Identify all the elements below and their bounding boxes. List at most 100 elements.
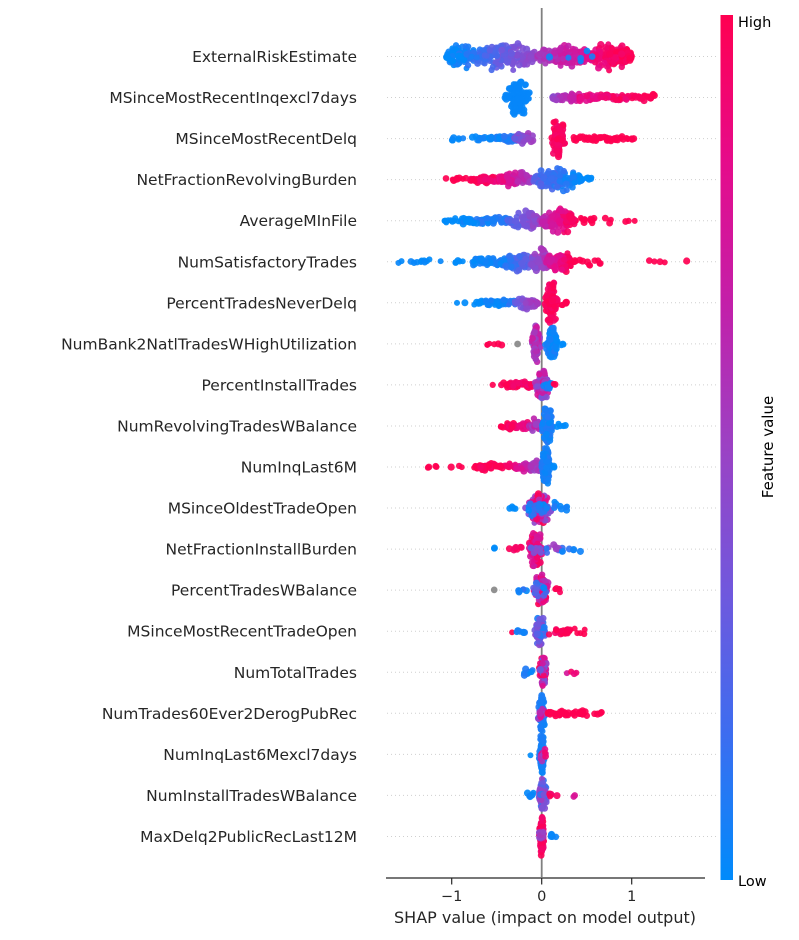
shap-dot [522,665,530,673]
shap-dot [609,45,616,52]
shap-dot [643,93,650,100]
shap-dot [536,709,544,717]
shap-dot [473,54,480,61]
shap-dot [540,828,547,836]
shap-dot [618,133,626,141]
shap-dot [502,95,510,103]
feature-label: NumBank2NatlTradesWHighUtilization [61,335,357,353]
shap-dot [554,228,562,236]
shap-dot [560,341,567,348]
shap-dot [573,669,580,676]
shap-dot [495,134,503,142]
shap-dot [547,175,555,183]
feature-label: NumInstallTradesWBalance [146,787,357,805]
shap-dot [649,90,657,99]
shap-dot [460,135,467,142]
shap-dot [485,462,493,469]
shap-dot [558,266,565,273]
shap-dot [571,258,578,266]
shap-dot [538,840,546,848]
shap-dot [595,257,602,264]
shap-dot [425,463,433,471]
shap-dot [626,55,634,62]
shap-dot [551,49,558,57]
shap-dot [564,228,572,236]
shap-dot [487,297,494,304]
shap-dot [583,47,591,55]
shap-dot [443,219,450,226]
shap-dot [498,341,506,349]
shap-dot [596,134,603,142]
shap-dot [572,48,579,55]
shap-dot [555,217,563,225]
shap-dot [522,299,529,307]
shap-dot [539,420,546,427]
shap-dot [618,63,626,71]
shap-dot [500,296,507,303]
shap-dot [558,548,566,555]
shap-dot [542,753,549,760]
shap-dot [536,666,544,674]
shap-dot [458,464,465,471]
shap-dot [550,119,557,126]
shap-dot [554,165,561,172]
shap-dot [494,297,501,305]
shap-dot [506,85,514,93]
shap-dot [483,214,491,222]
shap-dot [577,95,585,102]
shap-dot [527,544,535,552]
shap-dot [518,260,525,267]
shap-dot [580,216,588,224]
shap-dot [537,732,544,740]
colorbar [720,15,733,880]
shap-dot [543,393,550,401]
shap-dot [551,334,560,343]
shap-dot [571,625,578,632]
shap-dot [539,614,547,622]
shap-dot [556,253,563,259]
shap-dot [542,341,549,348]
shap-dot [549,281,556,288]
shap-dot [538,845,546,853]
shap-dot [538,697,545,704]
shap-dot [437,258,444,265]
shap-dot [601,214,609,222]
x-axis-ticks: −1 0 1 [441,878,636,905]
shap-dot [550,541,558,549]
shap-dot [565,42,572,49]
shap-dot [521,378,528,385]
shap-dot [516,61,523,69]
shap-dot [539,682,546,689]
shap-dot [558,302,565,309]
shap-dot [530,506,537,513]
shap-dot [521,90,528,97]
shap-dot [497,381,505,389]
shap-dot [540,584,548,592]
shap-dot [513,465,521,473]
x-axis-label: SHAP value (impact on model output) [394,908,696,927]
feature-label: MSinceOldestTradeOpen [168,500,357,518]
shap-dot [569,173,577,181]
shap-dot [544,458,551,465]
shap-dot [540,791,548,799]
shap-dot [512,97,519,104]
shap-dot [515,266,523,274]
shap-dot [442,175,450,182]
shap-dot [533,630,541,638]
feature-label: MSinceMostRecentDelq [175,130,357,148]
shap-dot [553,792,561,800]
shap-dot [522,255,530,263]
shap-dot [557,136,565,143]
shap-dot [533,323,540,330]
shap-dot [602,134,610,142]
shap-dot [571,792,579,799]
shap-dot [506,252,514,260]
shap-dot [470,219,477,227]
shap-dot [578,708,586,716]
shap-dot [525,135,532,142]
shap-dot [532,420,540,429]
shap-dot [453,299,461,306]
shap-dot [618,42,626,50]
shap-dot [538,796,545,804]
